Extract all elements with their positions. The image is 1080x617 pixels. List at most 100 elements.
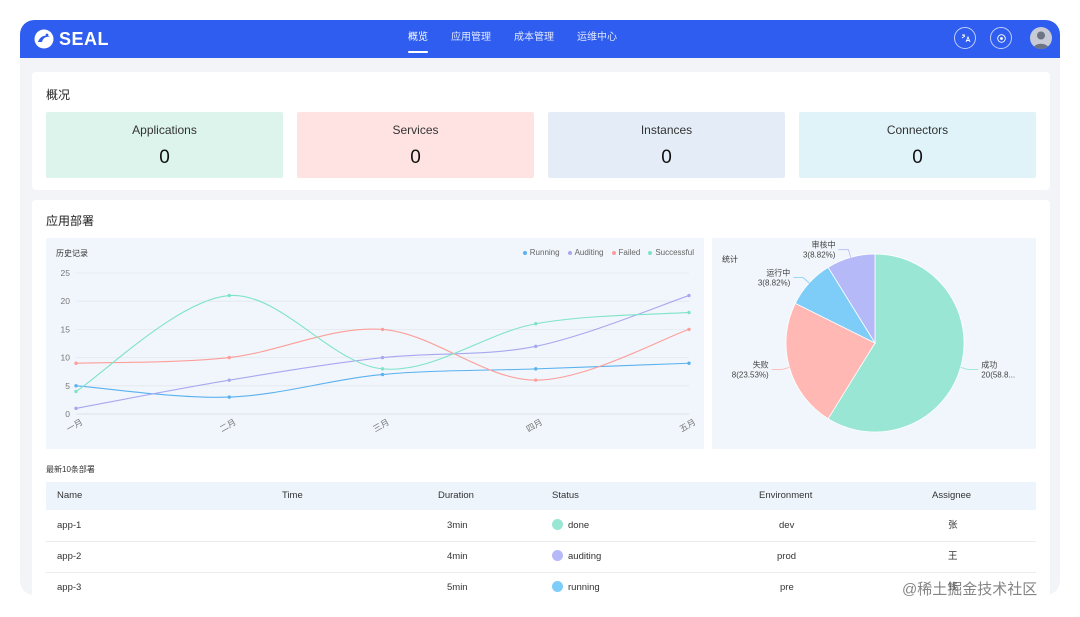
status-text: done <box>568 520 590 531</box>
y-tick-label: 0 <box>65 409 70 419</box>
nav-overview[interactable]: 概览 <box>408 20 428 58</box>
x-tick-label: 二月 <box>218 417 238 434</box>
x-tick-label: 四月 <box>524 417 544 434</box>
stat-instances[interactable]: Instances 0 <box>548 112 785 178</box>
table-row[interactable]: app-2 4min auditing prod 王 <box>46 541 1036 573</box>
table-row[interactable]: app-1 3min done dev 张 <box>46 510 1036 542</box>
legend-failed[interactable]: Failed <box>611 248 641 257</box>
history-title: 历史记录 <box>56 249 88 258</box>
status-auditing-icon <box>552 549 563 561</box>
legend-dot <box>611 250 616 255</box>
cell-assignee: 王 <box>948 551 958 562</box>
legend-label: Successful <box>655 248 694 257</box>
stat-services[interactable]: Services 0 <box>297 112 534 178</box>
cell-name: app-2 <box>57 551 82 562</box>
seal-logo-icon <box>34 29 54 49</box>
stat-applications[interactable]: Applications 0 <box>46 112 283 178</box>
slice-label-value: 3(8.82%) <box>803 251 836 260</box>
cell-name: app-3 <box>57 582 82 593</box>
slice-label-line <box>838 249 852 258</box>
status-text: running <box>568 582 600 593</box>
cell-status: done <box>552 510 589 541</box>
stats-title: 统计 <box>722 255 738 264</box>
col-time[interactable]: Time <box>282 490 303 501</box>
cell-name: app-1 <box>57 520 82 531</box>
col-status[interactable]: Status <box>552 490 579 501</box>
slice-label-name: 审核中 <box>811 240 835 250</box>
legend-label: Running <box>529 248 560 257</box>
data-point-successful <box>227 293 231 298</box>
y-tick-label: 15 <box>61 324 71 334</box>
data-point-running <box>227 395 231 399</box>
slice-label-value: 8(23.53%) <box>732 371 769 380</box>
data-point-auditing <box>534 344 538 349</box>
status-pie-chart: 成功20(58.8...失败8(23.53%)运行中3(8.82%)审核中3(8… <box>732 240 1015 433</box>
slice-label-line <box>793 277 810 284</box>
status-running-icon <box>552 580 563 592</box>
slice-label-name: 失败 <box>753 360 769 370</box>
deploy-card: 应用部署 历史记录 Running Auditing Failed Succes… <box>32 200 1050 595</box>
data-point-auditing <box>380 355 385 360</box>
cell-status: auditing <box>552 541 601 572</box>
nav-app-management[interactable]: 应用管理 <box>451 32 491 43</box>
slice-auditing <box>827 253 876 345</box>
app-window: SEAL 概览 应用管理 成本管理 运维中心 概况 Applications 0… <box>20 20 1060 595</box>
overview-card: 概况 Applications 0 Services 0 Instances 0… <box>32 72 1050 190</box>
stat-connectors[interactable]: Connectors 0 <box>799 112 1036 178</box>
data-point-successful <box>687 310 691 315</box>
main-nav: 概览 应用管理 成本管理 运维中心 <box>408 20 617 58</box>
stat-value: 0 <box>410 147 421 168</box>
stats-panel: 统计 成功 20(58.8... 失败 8(23.53%) 运行中 3(8.82%) 审核中… <box>712 238 1036 449</box>
table-row[interactable]: app-3 5min running pre 钱 <box>46 572 1036 595</box>
col-assignee[interactable]: Assignee <box>932 490 972 501</box>
watermark: @稀土掘金技术社区 <box>902 581 1038 598</box>
status-text: auditing <box>568 551 602 562</box>
legend-dot <box>648 250 653 255</box>
x-tick-label: 一月 <box>65 417 85 434</box>
legend-running[interactable]: Running <box>522 248 560 257</box>
stat-value: 0 <box>661 147 672 168</box>
cell-duration: 3min <box>447 520 468 531</box>
stat-value: 0 <box>159 147 170 168</box>
data-point-running <box>687 361 691 365</box>
stat-label: Applications <box>132 123 197 137</box>
col-duration[interactable]: Duration <box>438 490 474 501</box>
legend-label: Failed <box>618 248 641 257</box>
col-environment[interactable]: Environment <box>759 490 813 501</box>
slice-label-line <box>771 366 790 370</box>
nav-cost-management[interactable]: 成本管理 <box>514 32 554 43</box>
data-point-auditing <box>227 378 231 382</box>
col-name[interactable]: Name <box>57 490 83 501</box>
y-tick-label: 10 <box>61 353 71 363</box>
nav-ops-center[interactable]: 运维中心 <box>577 32 617 43</box>
cell-assignee: 张 <box>948 520 958 531</box>
slice-label-name: 运行中 <box>766 268 790 278</box>
stat-label: Instances <box>640 123 693 137</box>
data-point-successful <box>380 367 385 371</box>
stat-label: Connectors <box>886 123 949 137</box>
y-tick-label: 20 <box>61 296 71 306</box>
series-line-successful <box>75 294 690 392</box>
overview-title: 概况 <box>46 88 71 102</box>
legend-successful[interactable]: Successful <box>648 248 694 257</box>
data-point-failed <box>74 361 78 365</box>
user-avatar[interactable] <box>1030 27 1052 49</box>
data-point-failed <box>687 327 691 332</box>
cell-assignee: 钱 <box>948 582 958 593</box>
data-point-failed <box>380 327 385 332</box>
logo[interactable]: SEAL <box>34 28 109 50</box>
cell-duration: 4min <box>447 551 468 562</box>
cell-environment: prod <box>777 551 797 562</box>
target-icon[interactable] <box>990 27 1012 49</box>
history-panel: 历史记录 Running Auditing Failed Successful … <box>46 238 704 449</box>
chart-legend: Running Auditing Failed Successful <box>522 248 694 257</box>
status-done-icon <box>552 518 563 530</box>
y-tick-label: 5 <box>65 381 70 391</box>
translate-icon[interactable] <box>954 27 976 49</box>
y-tick-label: 25 <box>61 268 71 278</box>
cell-environment: dev <box>779 520 795 531</box>
table-header: Name Time Duration Status Environment As… <box>46 482 1036 510</box>
deploy-title: 应用部署 <box>46 214 95 228</box>
legend-auditing[interactable]: Auditing <box>567 248 604 257</box>
stat-label: Services <box>392 123 439 137</box>
